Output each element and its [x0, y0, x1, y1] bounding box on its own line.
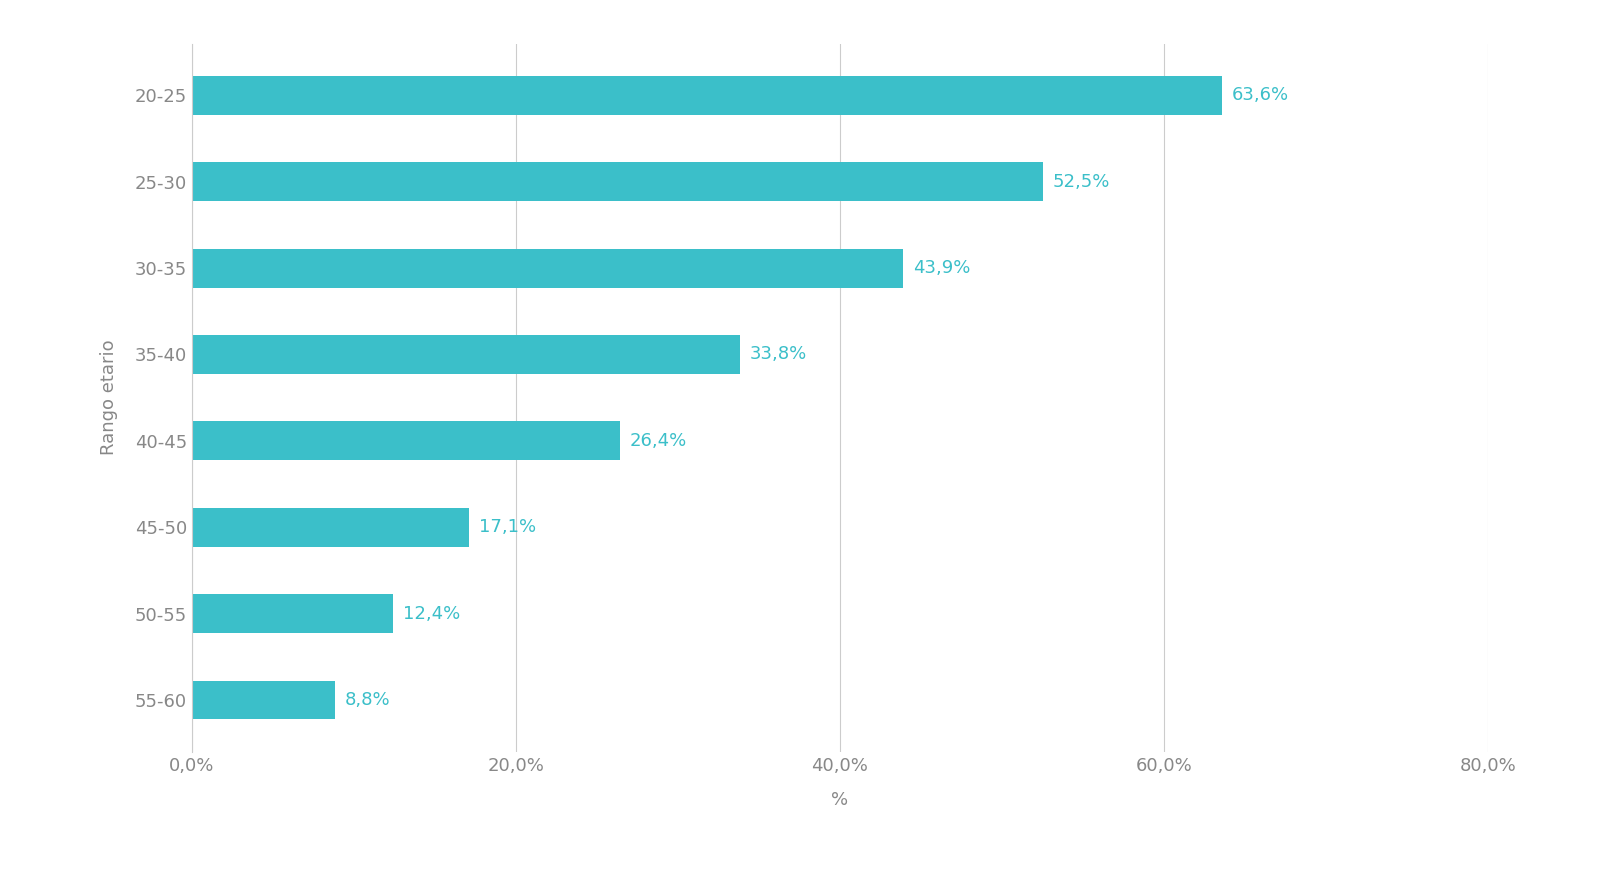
- Text: 12,4%: 12,4%: [403, 605, 459, 622]
- Text: 8,8%: 8,8%: [344, 691, 390, 709]
- Text: 33,8%: 33,8%: [749, 345, 806, 364]
- Bar: [192, 335, 739, 374]
- Bar: [192, 594, 394, 633]
- Text: 52,5%: 52,5%: [1053, 173, 1109, 191]
- Y-axis label: Rango etario: Rango etario: [101, 340, 118, 455]
- Bar: [192, 76, 1222, 114]
- Bar: [192, 681, 334, 719]
- Text: 63,6%: 63,6%: [1232, 87, 1290, 104]
- Text: 26,4%: 26,4%: [629, 432, 686, 450]
- Text: 43,9%: 43,9%: [914, 259, 970, 277]
- Bar: [192, 421, 619, 461]
- Text: 17,1%: 17,1%: [478, 518, 536, 537]
- Bar: [192, 163, 1043, 201]
- Bar: [192, 508, 469, 547]
- Bar: [192, 248, 902, 288]
- X-axis label: %: %: [832, 791, 848, 809]
